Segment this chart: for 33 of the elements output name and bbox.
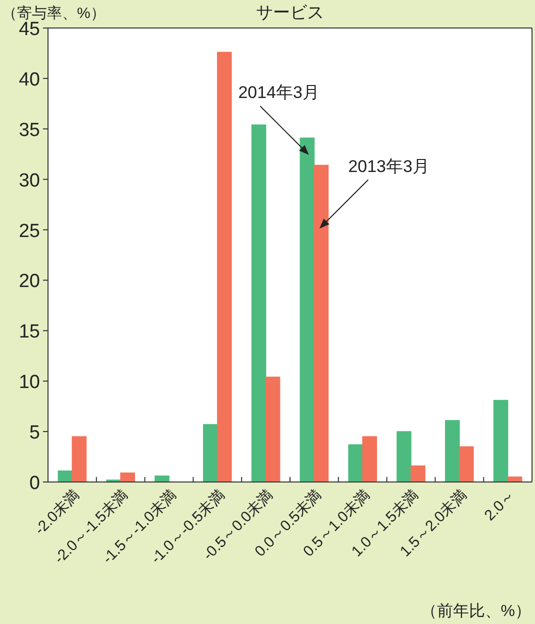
y-tick-label: 10 [18, 372, 40, 394]
bar [348, 444, 363, 482]
series-label: 2013年3月 [348, 156, 430, 176]
bar [445, 420, 460, 482]
bar [300, 138, 315, 482]
y-tick-label: 5 [29, 422, 40, 444]
y-tick-label: 45 [18, 19, 40, 40]
y-axis-title: （寄与率、%） [2, 5, 106, 22]
bar [72, 436, 87, 482]
bar [203, 424, 218, 482]
bar [265, 376, 280, 482]
x-axis-title: （前年比、%） [420, 602, 531, 620]
annotation: 2013年3月 [320, 156, 430, 228]
chart-title: サービス [256, 3, 324, 22]
y-tick-label: 25 [18, 220, 40, 242]
bar [362, 436, 377, 482]
bar [493, 400, 508, 482]
bar [120, 472, 135, 482]
y-tick-label: 40 [18, 69, 40, 90]
y-tick-label: 0 [29, 473, 40, 494]
annotation: 2014年3月 [238, 83, 320, 155]
y-tick-label: 35 [18, 120, 40, 141]
bar [459, 446, 474, 482]
series-label: 2014年3月 [238, 83, 320, 102]
y-tick-label: 20 [18, 271, 40, 292]
y-tick-label: 15 [18, 322, 40, 343]
bar [410, 465, 426, 482]
y-tick-label: 30 [18, 170, 40, 192]
bar [251, 124, 266, 482]
bar [396, 431, 412, 482]
bar [314, 164, 329, 482]
bar [217, 52, 232, 482]
x-tick-label: 2.0～ [481, 486, 519, 524]
